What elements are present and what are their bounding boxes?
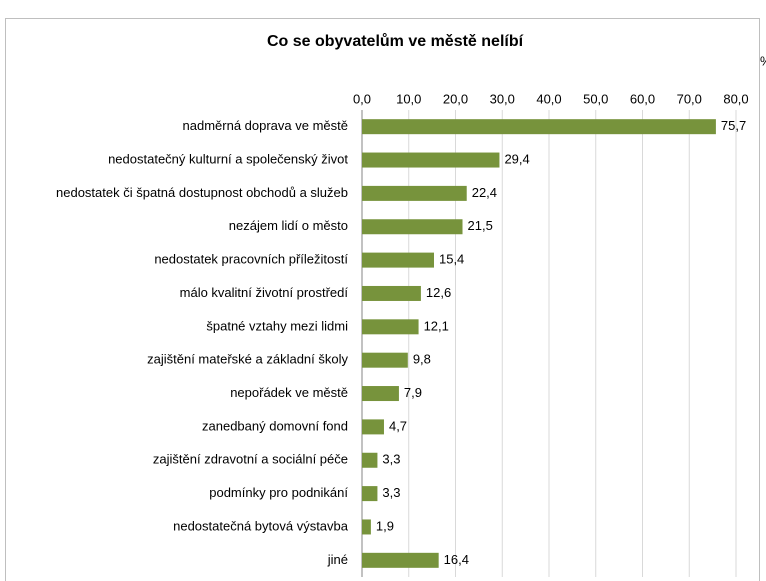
value-label: 15,4 <box>439 252 464 267</box>
value-label: 29,4 <box>504 151 529 166</box>
y-tick-label: zajištění mateřské a základní školy <box>147 352 348 367</box>
y-tick-label: nezájem lidí o město <box>229 218 348 233</box>
y-tick-label: nepořádek ve městě <box>230 385 348 400</box>
value-label: 75,7 <box>721 118 746 133</box>
value-label: 9,8 <box>413 352 431 367</box>
bar <box>362 319 419 335</box>
value-label: 4,7 <box>389 418 407 433</box>
bar <box>362 452 378 468</box>
bar <box>362 285 421 301</box>
value-label: 3,3 <box>382 485 400 500</box>
x-tick-label: 70,0 <box>677 91 702 106</box>
x-tick-label: 0,0 <box>353 91 371 106</box>
x-tick-label: 40,0 <box>536 91 561 106</box>
axis-unit: % <box>760 53 766 68</box>
x-tick-label: 30,0 <box>490 91 515 106</box>
value-label: 7,9 <box>404 385 422 400</box>
y-tick-label: nedostatek pracovních příležitostí <box>154 252 348 267</box>
bar <box>362 352 408 368</box>
bar <box>362 486 378 502</box>
y-tick-label: nadměrná doprava ve městě <box>183 118 348 133</box>
x-tick-label: 60,0 <box>630 91 655 106</box>
value-label: 21,5 <box>468 218 493 233</box>
bar <box>362 119 716 135</box>
bar <box>362 185 467 201</box>
y-tick-label: nedostatek či špatná dostupnost obchodů … <box>56 185 348 200</box>
bar <box>362 552 439 568</box>
bar <box>362 152 500 168</box>
value-label: 12,1 <box>424 318 449 333</box>
bar <box>362 519 371 535</box>
chart-title: Co se obyvatelům ve městě nelíbí <box>267 33 524 50</box>
x-tick-label: 10,0 <box>396 91 421 106</box>
y-tick-label: špatné vztahy mezi lidmi <box>206 318 348 333</box>
x-tick-label: 80,0 <box>723 91 748 106</box>
y-tick-label: nedostatečný kulturní a společenský živo… <box>108 151 348 166</box>
y-tick-label: zajištění zdravotní a sociální péče <box>153 452 348 467</box>
y-tick-label: podmínky pro podnikání <box>209 485 348 500</box>
bar <box>362 252 434 268</box>
value-label: 1,9 <box>376 518 394 533</box>
y-tick-label: málo kvalitní životní prostředí <box>180 285 349 300</box>
value-label: 22,4 <box>472 185 497 200</box>
y-tick-label: jiné <box>327 552 348 567</box>
x-tick-label: 20,0 <box>443 91 468 106</box>
bar <box>362 419 384 435</box>
value-label: 16,4 <box>444 552 469 567</box>
y-tick-label: zanedbaný domovní fond <box>202 418 348 433</box>
value-label: 3,3 <box>382 452 400 467</box>
x-tick-label: 50,0 <box>583 91 608 106</box>
value-label: 12,6 <box>426 285 451 300</box>
bar <box>362 219 463 235</box>
bar <box>362 386 399 402</box>
y-tick-label: nedostatečná bytová výstavba <box>173 518 349 533</box>
